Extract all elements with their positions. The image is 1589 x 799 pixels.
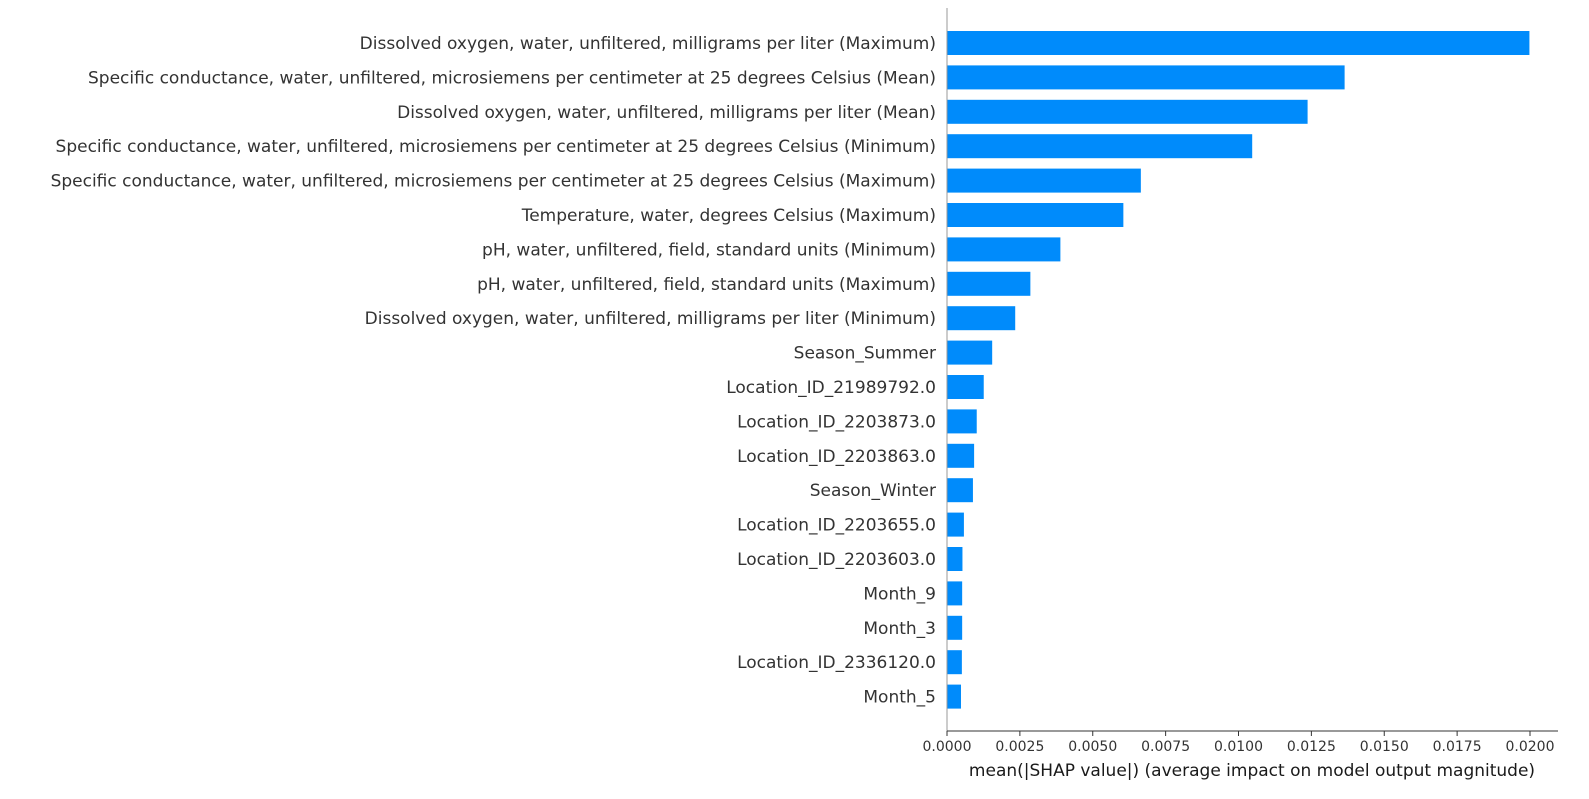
category-label: Dissolved oxygen, water, unfiltered, mil… bbox=[360, 34, 936, 54]
category-label: Month_5 bbox=[863, 688, 936, 708]
bar bbox=[947, 237, 1061, 262]
category-label: Location_ID_2203603.0 bbox=[737, 550, 936, 570]
category-label: Temperature, water, degrees Celsius (Max… bbox=[521, 206, 936, 226]
category-label: Location_ID_2203863.0 bbox=[737, 447, 936, 467]
bar bbox=[947, 684, 961, 709]
category-label: Location_ID_2203655.0 bbox=[737, 516, 936, 536]
category-label: Location_ID_2336120.0 bbox=[737, 653, 936, 673]
x-tick-label: 0.0000 bbox=[923, 739, 972, 755]
category-label: Season_Winter bbox=[810, 481, 936, 501]
category-label: Location_ID_21989792.0 bbox=[726, 378, 936, 398]
bars-group bbox=[947, 31, 1530, 709]
x-tick-label: 0.0100 bbox=[1214, 739, 1263, 755]
x-tick-label: 0.0125 bbox=[1287, 739, 1336, 755]
bar bbox=[947, 31, 1530, 55]
category-labels-group: Dissolved oxygen, water, unfiltered, mil… bbox=[51, 34, 936, 708]
x-ticks-group: 0.0000 0.0025 0.0050 0.0075 0.0100 0.0125 0.01… bbox=[923, 731, 1555, 755]
bar bbox=[947, 203, 1124, 227]
category-label: Specific conductance, water, unfiltered,… bbox=[56, 137, 936, 157]
category-label: Month_9 bbox=[863, 584, 936, 604]
category-label: Specific conductance, water, unfiltered,… bbox=[51, 172, 936, 192]
category-label: pH, water, unfiltered, field, standard u… bbox=[477, 275, 936, 295]
category-label: Dissolved oxygen, water, unfiltered, mil… bbox=[397, 103, 936, 123]
bar bbox=[947, 547, 963, 571]
x-tick-label: 0.0075 bbox=[1141, 739, 1190, 755]
category-label: pH, water, unfiltered, field, standard u… bbox=[482, 240, 936, 260]
category-label: Month_3 bbox=[863, 619, 936, 639]
bar bbox=[947, 340, 993, 365]
bar bbox=[947, 650, 962, 675]
bar bbox=[947, 409, 977, 434]
x-tick-label: 0.0025 bbox=[995, 739, 1044, 755]
bar bbox=[947, 99, 1308, 124]
x-tick-label: 0.0150 bbox=[1360, 739, 1409, 755]
bar bbox=[947, 512, 964, 537]
x-axis-title: mean(|SHAP value|) (average impact on mo… bbox=[969, 761, 1535, 781]
bar bbox=[947, 271, 1031, 296]
bar bbox=[947, 615, 963, 640]
x-tick-label: 0.0175 bbox=[1433, 739, 1482, 755]
bar bbox=[947, 65, 1345, 90]
bar bbox=[947, 168, 1141, 193]
bar bbox=[947, 478, 973, 503]
bar bbox=[947, 306, 1016, 331]
bar bbox=[947, 375, 984, 399]
bar bbox=[947, 443, 975, 468]
x-tick-label: 0.0200 bbox=[1506, 739, 1555, 755]
category-label: Season_Summer bbox=[794, 344, 936, 364]
bar bbox=[947, 134, 1253, 159]
category-label: Specific conductance, water, unfiltered,… bbox=[88, 68, 936, 88]
category-label: Dissolved oxygen, water, unfiltered, mil… bbox=[365, 309, 936, 329]
category-label: Location_ID_2203873.0 bbox=[737, 412, 936, 432]
bar bbox=[947, 581, 963, 606]
x-tick-label: 0.0050 bbox=[1068, 739, 1117, 755]
